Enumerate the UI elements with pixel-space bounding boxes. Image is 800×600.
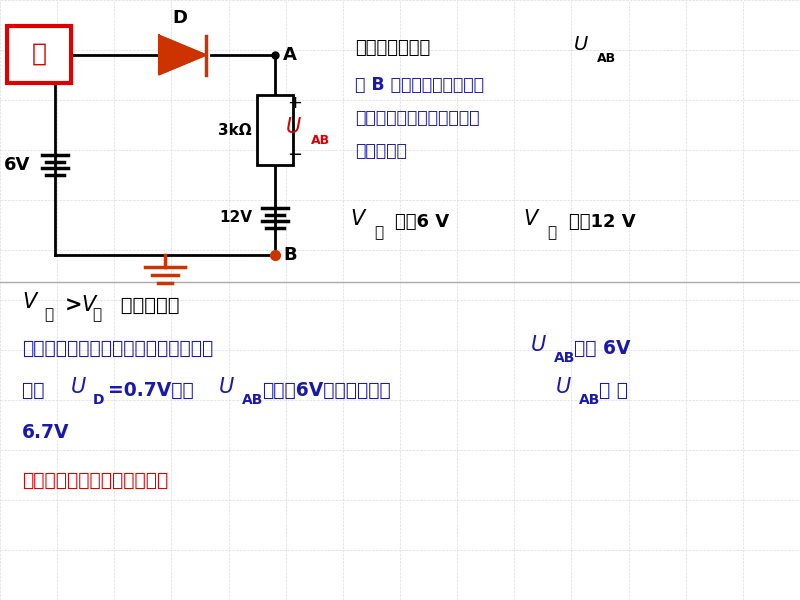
Text: A: A (283, 46, 297, 64)
Text: ＝－12 V: ＝－12 V (569, 213, 636, 231)
Text: 12V: 12V (219, 211, 252, 226)
Text: 3kΩ: 3kΩ (218, 122, 252, 137)
Text: AB: AB (597, 52, 616, 64)
Text: B: B (283, 246, 297, 264)
Text: 6V: 6V (4, 156, 30, 174)
FancyBboxPatch shape (7, 26, 71, 83)
Text: $U$: $U$ (218, 377, 235, 397)
Text: 例: 例 (31, 42, 46, 66)
Text: −: − (287, 146, 302, 164)
Text: $U$: $U$ (555, 377, 572, 397)
Text: 6.7V: 6.7V (22, 422, 70, 442)
Text: =0.7V，则: =0.7V，则 (108, 380, 200, 400)
Text: $U$: $U$ (285, 117, 302, 137)
Text: 二极管导通: 二极管导通 (114, 295, 179, 314)
Text: D: D (93, 393, 105, 407)
Text: 阴: 阴 (547, 226, 556, 241)
Text: 阴: 阴 (92, 307, 101, 323)
Text: $U$: $U$ (530, 335, 547, 355)
Text: 阳: 阳 (374, 226, 383, 241)
Text: AB: AB (554, 351, 575, 365)
Text: AB: AB (242, 393, 263, 407)
Text: D: D (173, 9, 187, 27)
Text: 极管，分析二极管阳极和阴: 极管，分析二极管阳极和阴 (355, 109, 479, 127)
Text: 取 B 点作参考点，断开二: 取 B 点作参考点，断开二 (355, 76, 484, 94)
Text: ＝－ 6V: ＝－ 6V (574, 338, 630, 358)
Text: $V$: $V$ (350, 209, 367, 229)
Text: 极的电位。: 极的电位。 (355, 142, 407, 160)
Text: AB: AB (311, 134, 330, 146)
Text: 电路如图，求：: 电路如图，求： (355, 39, 430, 57)
Text: $V$: $V$ (523, 209, 541, 229)
Text: AB: AB (579, 393, 600, 407)
Text: $V$: $V$ (22, 292, 39, 312)
Polygon shape (159, 35, 206, 74)
Bar (257, 95, 293, 165)
Text: 若设: 若设 (22, 380, 51, 400)
Text: $U$: $U$ (70, 377, 87, 397)
Text: ＝ －: ＝ － (599, 380, 628, 400)
Text: +: + (287, 94, 302, 112)
Text: 若忽略管压降，则二极管可看作短路，: 若忽略管压降，则二极管可看作短路， (22, 338, 214, 358)
Text: 低于－6V一个管压降，: 低于－6V一个管压降， (262, 380, 390, 400)
Text: 阳: 阳 (44, 307, 53, 323)
Text: >$V$: >$V$ (64, 295, 99, 315)
Text: $U$: $U$ (573, 35, 589, 55)
Text: 在这里，二极管起钳位作用。: 在这里，二极管起钳位作用。 (22, 470, 168, 490)
Text: ＝－6 V: ＝－6 V (395, 213, 449, 231)
